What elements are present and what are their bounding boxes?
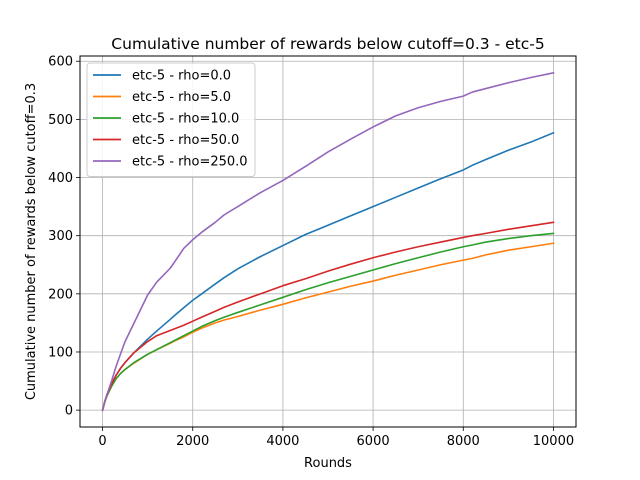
x-tick-label: 8000 [447,434,480,449]
legend-label: etc-5 - rho=10.0 [132,112,239,127]
plot-frame [79,55,577,428]
legend-label: etc-5 - rho=50.0 [132,133,239,148]
legend-label: etc-5 - rho=5.0 [132,90,231,105]
legend-label: etc-5 - rho=250.0 [132,155,248,170]
y-tick-label: 600 [48,55,73,70]
x-tick-label: 4000 [266,434,299,449]
y-tick-label: 300 [48,229,73,244]
chart-title: Cumulative number of rewards below cutof… [111,35,544,53]
y-tick-label: 200 [48,287,73,302]
legend-label: etc-5 - rho=0.0 [132,69,231,84]
y-tick-label: 100 [48,345,73,360]
y-tick-label: 0 [65,404,73,419]
x-tick-label: 10000 [533,434,574,449]
y-tick-label: 500 [48,113,73,128]
x-tick-label: 0 [98,434,106,449]
x-tick-label: 6000 [357,434,390,449]
series-line-4 [101,71,555,412]
legend: etc-5 - rho=0.0 etc-5 - rho=5.0 etc-5 - rh… [86,62,256,177]
x-tick-label: 2000 [176,434,209,449]
y-axis-label: Cumulative number of rewards below cutof… [24,83,39,400]
series-line-2 [101,232,555,412]
legend-box [86,62,256,177]
x-axis-label: Rounds [304,456,352,471]
series-line-3 [101,221,555,412]
y-tick-label: 400 [48,171,73,186]
tick-layer: 0 2000 4000 6000 8000 10000 0 100 200 300 400 500 60… [48,55,574,449]
series-layer [101,71,555,412]
